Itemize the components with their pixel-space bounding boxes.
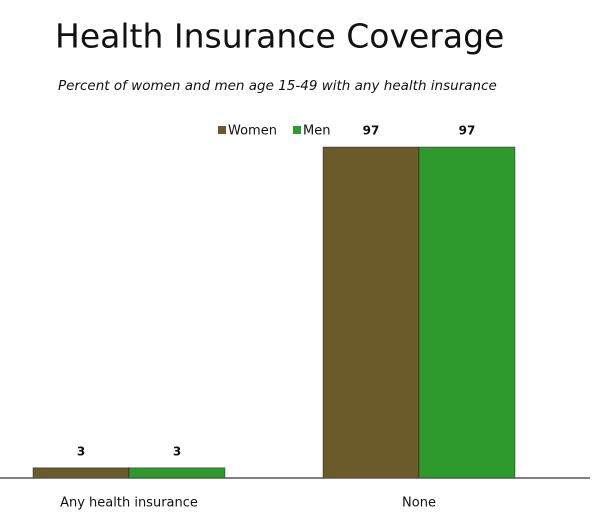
x-tick-label: None	[402, 496, 436, 511]
bar	[32, 467, 130, 479]
plot-area: Women Men 3 3 Any health insurance 97 97 None	[0, 124, 590, 511]
data-label: 3	[173, 444, 181, 458]
legend-swatch	[293, 126, 301, 134]
data-label: 3	[77, 444, 85, 458]
chart-title: Health Insurance Coverage	[55, 17, 504, 56]
legend-label: Women	[228, 124, 277, 139]
x-tick-label: Any health insurance	[60, 496, 198, 511]
legend-label: Men	[303, 124, 330, 139]
legend-swatch	[218, 126, 226, 134]
bar	[322, 146, 420, 479]
data-label: 97	[363, 124, 380, 138]
data-label: 97	[459, 124, 476, 138]
bar	[418, 146, 516, 479]
bar	[128, 467, 226, 479]
chart-subtitle: Percent of women and men age 15-49 with …	[58, 78, 497, 94]
